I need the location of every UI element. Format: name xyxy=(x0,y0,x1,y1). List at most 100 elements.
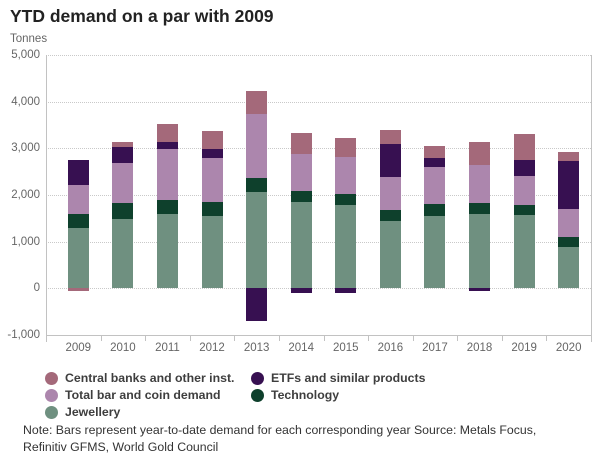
x-axis-label-2017: 2017 xyxy=(422,342,448,354)
gridline-5,000 xyxy=(46,55,591,56)
legend-item-technology[interactable]: Technology xyxy=(251,388,425,402)
bar-segment-technology-2020[interactable] xyxy=(558,236,580,248)
bar-segment-etfs-and-similar-products-2010[interactable] xyxy=(112,146,134,163)
y-axis-unit-label: Tonnes xyxy=(10,33,48,45)
bar-segment-technology-2014[interactable] xyxy=(290,190,312,203)
legend-label: ETFs and similar products xyxy=(271,371,426,385)
bar-segment-jewellery-2011[interactable] xyxy=(156,214,178,289)
legend-label: Total bar and coin demand xyxy=(65,388,221,402)
bar-segment-etfs-and-similar-products-2012[interactable] xyxy=(201,149,223,159)
bar-segment-etfs-and-similar-products-2017[interactable] xyxy=(424,157,446,168)
bar-segment-total-bar-and-coin-demand-2012[interactable] xyxy=(201,158,223,202)
bar-segment-central-banks-and-other-inst-2010[interactable] xyxy=(112,141,134,147)
bar-segment-jewellery-2014[interactable] xyxy=(290,202,312,289)
bar-segment-jewellery-2018[interactable] xyxy=(469,213,491,289)
bar-segment-total-bar-and-coin-demand-2011[interactable] xyxy=(156,148,178,201)
bar-segment-technology-2016[interactable] xyxy=(379,209,401,222)
bar-segment-central-banks-and-other-inst-2009[interactable] xyxy=(67,288,89,292)
legend-label: Jewellery xyxy=(65,405,121,419)
bar-segment-central-banks-and-other-inst-2017[interactable] xyxy=(424,145,446,158)
y-axis-label: 1,000 xyxy=(11,235,40,248)
legend-marker-icon-total-bar-and-coin-demand xyxy=(45,388,58,402)
bar-segment-total-bar-and-coin-demand-2017[interactable] xyxy=(424,167,446,204)
bar-segment-central-banks-and-other-inst-2018[interactable] xyxy=(469,141,491,166)
gridline-1,000 xyxy=(46,241,591,243)
bar-segment-etfs-and-similar-products-2018[interactable] xyxy=(469,288,491,291)
bar-segment-central-banks-and-other-inst-2014[interactable] xyxy=(290,133,312,154)
bar-segment-jewellery-2020[interactable] xyxy=(558,247,580,289)
bar-segment-jewellery-2012[interactable] xyxy=(201,215,223,289)
x-axis-label-2019: 2019 xyxy=(511,342,537,354)
x-axis-label-2010: 2010 xyxy=(110,342,136,354)
bar-segment-technology-2019[interactable] xyxy=(513,205,535,215)
y-axis-line-right xyxy=(591,55,592,342)
x-axis-label-2009: 2009 xyxy=(65,342,92,354)
bar-segment-technology-2015[interactable] xyxy=(335,194,357,206)
bar-segment-central-banks-and-other-inst-2013[interactable] xyxy=(246,91,268,115)
plot-area: 5,000 4,000 3,000 2,000 1,000 0 -1,000 2009 2010… xyxy=(7,49,592,354)
bar-segment-jewellery-2019[interactable] xyxy=(513,214,535,289)
bar-segment-total-bar-and-coin-demand-2016[interactable] xyxy=(379,177,401,210)
y-axis-line-left xyxy=(46,55,47,342)
bar-segment-central-banks-and-other-inst-2015[interactable] xyxy=(335,137,357,157)
bar-segment-central-banks-and-other-inst-2020[interactable] xyxy=(558,151,580,161)
x-axis-tick xyxy=(234,335,236,341)
bar-segment-central-banks-and-other-inst-2016[interactable] xyxy=(379,130,401,145)
bar-segment-jewellery-2010[interactable] xyxy=(112,219,134,289)
note-text: Note: Bars represent year-to-date demand… xyxy=(23,423,537,454)
bar-segment-central-banks-and-other-inst-2012[interactable] xyxy=(201,131,223,150)
bar-segment-technology-2012[interactable] xyxy=(201,201,223,216)
x-axis-tick xyxy=(368,335,370,341)
x-axis-label-2016: 2016 xyxy=(377,342,404,354)
bar-segment-etfs-and-similar-products-2009[interactable] xyxy=(67,159,89,185)
bar-segment-total-bar-and-coin-demand-2009[interactable] xyxy=(67,184,89,215)
x-axis-label-2011: 2011 xyxy=(155,342,180,354)
bar-segment-technology-2011[interactable] xyxy=(156,200,178,215)
legend-item-central-banks-and-other-inst[interactable]: Central banks and other inst. xyxy=(45,371,251,385)
x-axis-tick xyxy=(100,335,102,341)
bar-segment-etfs-and-similar-products-2015[interactable] xyxy=(335,288,357,293)
bar-segment-jewellery-2009[interactable] xyxy=(67,227,89,289)
x-axis-label-2012: 2012 xyxy=(199,342,225,354)
bar-segment-technology-2009[interactable] xyxy=(67,214,89,228)
bar-segment-jewellery-2017[interactable] xyxy=(424,215,446,289)
x-axis-tick xyxy=(546,335,548,341)
bar-segment-total-bar-and-coin-demand-2020[interactable] xyxy=(558,208,580,237)
x-axis-label-2018: 2018 xyxy=(466,342,493,354)
bar-segment-technology-2017[interactable] xyxy=(424,203,446,216)
legend: Central banks and other inst. ETFs and si… xyxy=(45,371,425,419)
bar-segment-etfs-and-similar-products-2016[interactable] xyxy=(379,144,401,178)
x-axis-label-2015: 2015 xyxy=(332,342,359,354)
y-axis-label: -1,000 xyxy=(7,329,40,341)
bar-segment-etfs-and-similar-products-2011[interactable] xyxy=(156,141,178,149)
x-axis-label-2014: 2014 xyxy=(288,342,314,354)
bar-segment-central-banks-and-other-inst-2011[interactable] xyxy=(156,123,178,142)
x-axis-tick xyxy=(323,335,325,341)
bar-segment-total-bar-and-coin-demand-2018[interactable] xyxy=(469,165,491,204)
bar-segment-etfs-and-similar-products-2013[interactable] xyxy=(246,288,268,322)
bar-segment-technology-2010[interactable] xyxy=(112,203,134,220)
legend-marker-icon-technology xyxy=(251,388,264,402)
bar-segment-jewellery-2013[interactable] xyxy=(246,191,268,289)
bar-segment-total-bar-and-coin-demand-2014[interactable] xyxy=(290,153,312,191)
bar-segment-central-banks-and-other-inst-2019[interactable] xyxy=(513,134,535,160)
bar-segment-technology-2018[interactable] xyxy=(469,203,491,214)
bar-segment-technology-2013[interactable] xyxy=(246,178,268,192)
gridline-0 xyxy=(46,288,591,290)
bar-segment-total-bar-and-coin-demand-2015[interactable] xyxy=(335,156,357,195)
bar-segment-jewellery-2015[interactable] xyxy=(335,205,357,289)
legend-item-total-bar-and-coin-demand[interactable]: Total bar and coin demand xyxy=(45,388,251,402)
bar-segment-etfs-and-similar-products-2020[interactable] xyxy=(558,160,580,209)
x-axis-tick xyxy=(412,335,414,341)
bar-segment-etfs-and-similar-products-2014[interactable] xyxy=(290,288,312,293)
legend-item-jewellery[interactable]: Jewellery xyxy=(45,405,251,419)
legend-marker-icon-central-banks-and-other-inst xyxy=(45,371,58,385)
legend-item-etfs-and-similar-products[interactable]: ETFs and similar products xyxy=(251,371,425,385)
x-axis-tick xyxy=(278,335,280,341)
bar-segment-jewellery-2016[interactable] xyxy=(379,221,401,289)
bar-segment-total-bar-and-coin-demand-2010[interactable] xyxy=(112,162,134,204)
bar-segment-total-bar-and-coin-demand-2013[interactable] xyxy=(246,114,268,179)
x-axis-tick xyxy=(189,335,191,341)
bar-segment-total-bar-and-coin-demand-2019[interactable] xyxy=(513,176,535,206)
bar-segment-etfs-and-similar-products-2019[interactable] xyxy=(513,160,535,177)
